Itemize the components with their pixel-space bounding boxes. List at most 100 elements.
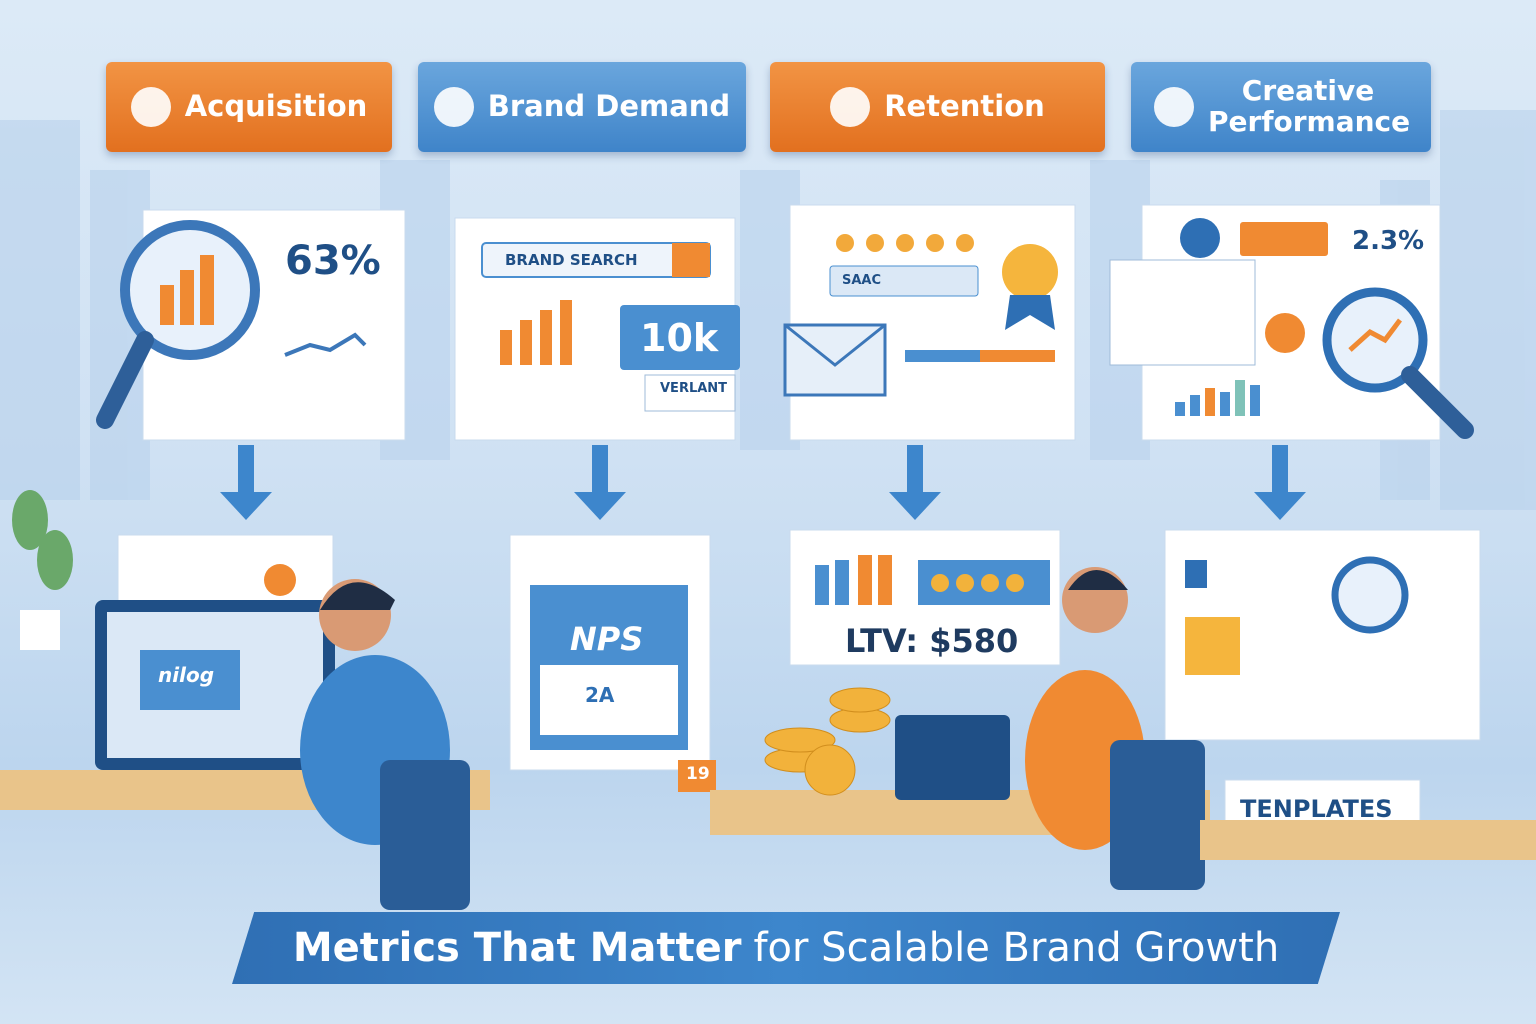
shape (956, 574, 974, 592)
shape (784, 323, 886, 367)
magnifier (1331, 556, 1409, 634)
chart-bar (180, 270, 194, 325)
shape (1185, 617, 1240, 675)
shape (815, 565, 829, 605)
shape (574, 492, 626, 520)
shape (220, 492, 272, 520)
shape (1068, 570, 1128, 590)
award-ribbon (1005, 295, 1055, 330)
shape (1401, 366, 1474, 439)
title-rest: for Scalable Brand Growth (753, 925, 1280, 971)
shape (520, 320, 532, 365)
chart-bar (160, 285, 174, 325)
shape (804, 744, 856, 796)
shape (981, 574, 999, 592)
tab-icon (433, 87, 474, 127)
shape (1254, 492, 1306, 520)
tag (1240, 222, 1328, 256)
stat: 2.3% (1352, 226, 1425, 256)
check-text: 2A (585, 683, 615, 707)
tab-retention: Retention (770, 62, 1105, 152)
shape (1272, 445, 1288, 495)
shape (320, 582, 395, 610)
shape (956, 234, 974, 252)
shape (500, 330, 512, 365)
shape (907, 445, 923, 495)
shape (12, 490, 48, 550)
tab-creative-performance: Creative Performance (1131, 62, 1431, 152)
tab-icon (830, 87, 871, 127)
tab-label: Acquisition (184, 89, 368, 124)
shape (878, 555, 892, 605)
shape (20, 610, 60, 650)
shape (560, 300, 572, 365)
document (1109, 259, 1256, 366)
nps-form (540, 665, 678, 735)
tab-label: Retention (884, 89, 1045, 124)
shape (1440, 110, 1536, 510)
shape (1250, 385, 1260, 416)
chair (380, 760, 470, 910)
shape (926, 234, 944, 252)
shape (980, 350, 1055, 362)
avatar (1180, 218, 1220, 258)
tab-label: Brand Demand (487, 89, 731, 124)
shape (1006, 574, 1024, 592)
shape (592, 445, 608, 495)
badge (644, 374, 736, 412)
box-label: TENPLATES (1240, 795, 1393, 823)
shape (540, 310, 552, 365)
tab-icon (130, 87, 171, 127)
field (829, 265, 979, 297)
shape (764, 727, 836, 753)
search-button (672, 243, 710, 277)
title-bold: Metrics That Matter (292, 925, 742, 971)
tab-icon (1154, 87, 1194, 127)
stat: 10k (640, 316, 719, 360)
bar-chart (815, 555, 892, 605)
tag-text: 19 (686, 764, 710, 784)
shape (1205, 388, 1215, 416)
shape (858, 555, 872, 605)
shape (1348, 318, 1402, 352)
shape (0, 120, 80, 500)
stars (836, 234, 974, 252)
shape (1175, 402, 1185, 416)
tab-acquisition: Acquisition (106, 62, 392, 152)
shape (889, 492, 941, 520)
ltv-stat: LTV: $580 (845, 622, 1019, 660)
shape (931, 574, 949, 592)
chair (1110, 740, 1205, 890)
shape (37, 530, 73, 590)
shape (896, 234, 914, 252)
shape (1190, 395, 1200, 416)
shape (836, 234, 854, 252)
magnifier-handle (96, 331, 154, 429)
screen-text: nilog (158, 663, 215, 687)
shape (1235, 380, 1245, 416)
title-banner: Metrics That Matter for Scalable Brand Gr… (232, 912, 1340, 984)
shape (866, 234, 884, 252)
nps-title: NPS (570, 620, 644, 658)
shape (835, 560, 849, 605)
trend-line (284, 332, 367, 357)
shape (829, 687, 891, 713)
laptop (895, 715, 1010, 800)
shape (1185, 560, 1207, 588)
badge-text: VERLANT (660, 381, 728, 396)
award-badge (1002, 244, 1058, 300)
tab-label: Creative Performance (1208, 74, 1411, 138)
tag-box (678, 760, 716, 792)
shape (140, 650, 240, 710)
plant (12, 490, 73, 650)
check-icon (264, 564, 296, 596)
stat: 63% (285, 238, 381, 284)
down-arrows (220, 445, 1306, 520)
chart-bar (200, 255, 214, 325)
bar-chart (500, 300, 572, 365)
coins (764, 687, 891, 796)
stars (931, 574, 1024, 592)
magnifier (1322, 287, 1428, 393)
